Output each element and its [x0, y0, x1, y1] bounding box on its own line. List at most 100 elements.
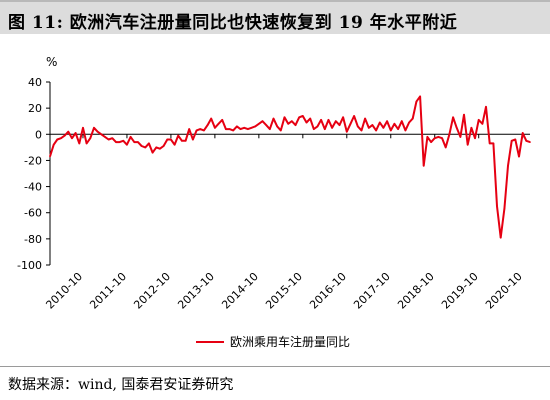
data-point: [503, 208, 506, 210]
data-point: [463, 113, 465, 116]
data-point: [327, 119, 330, 121]
data-point: [397, 128, 399, 130]
data-point: [298, 116, 301, 119]
data-point: [239, 128, 242, 130]
data-point: [404, 129, 407, 132]
data-point: [188, 128, 190, 130]
y-tick-label: -20: [24, 154, 42, 167]
x-tick-label: 2011-10: [87, 270, 129, 312]
data-point: [140, 145, 143, 147]
data-point: [166, 138, 169, 141]
footer-divider: [0, 366, 550, 367]
data-point: [419, 95, 421, 98]
data-point: [430, 141, 432, 143]
x-tick-label: 2014-10: [219, 270, 261, 312]
data-point: [280, 129, 282, 132]
data-point: [283, 116, 286, 119]
data-point: [448, 133, 451, 136]
data-point: [477, 119, 480, 121]
data-point: [71, 137, 73, 139]
data-point: [228, 128, 231, 130]
data-point: [514, 138, 517, 141]
data-point: [107, 138, 110, 141]
data-point: [360, 129, 363, 132]
source-note: 数据来源：wind, 国泰君安证券研究: [8, 377, 234, 393]
data-point: [379, 121, 381, 124]
x-tick-label: 2017-10: [351, 270, 393, 312]
data-point: [368, 127, 370, 129]
x-tick-label: 2012-10: [131, 270, 173, 312]
data-point: [488, 142, 491, 145]
data-point: [115, 141, 117, 143]
figure-title: 图 11: 欧洲汽车注册量同比也快速恢复到 19 年水平附近: [8, 13, 458, 33]
data-point: [422, 164, 425, 167]
data-point: [276, 125, 279, 128]
data-point: [206, 124, 209, 126]
data-point: [525, 140, 528, 142]
data-point: [338, 124, 341, 126]
data-point: [496, 205, 498, 207]
data-point: [195, 129, 198, 132]
data-point: [265, 124, 268, 126]
chart-container: % 40 20 0 -20 -40 -60 -80 -100 2010-10 2011-10 2012…: [0, 40, 550, 362]
data-point: [144, 146, 147, 149]
data-point: [151, 151, 154, 154]
data-point: [302, 115, 304, 117]
data-point: [52, 143, 55, 146]
data-point: [126, 143, 128, 146]
data-point: [313, 128, 315, 130]
data-point: [291, 120, 293, 122]
data-point: [324, 128, 326, 130]
data-point: [364, 117, 366, 120]
y-tick-label: 40: [28, 76, 42, 89]
data-point: [331, 127, 333, 129]
data-point: [499, 236, 502, 239]
data-point: [426, 136, 429, 138]
data-point: [507, 164, 509, 167]
data-point: [258, 123, 260, 125]
x-tick-label: 2013-10: [175, 270, 217, 312]
data-point: [393, 123, 396, 125]
data-point: [247, 128, 249, 130]
data-point: [214, 127, 216, 129]
data-point: [474, 137, 476, 139]
data-point: [221, 119, 223, 121]
data-point: [470, 127, 473, 129]
x-tick-label: 2020-10: [483, 270, 525, 312]
data-point: [129, 136, 132, 138]
y-tick-label: -60: [24, 207, 42, 220]
data-point: [433, 137, 436, 139]
data-point: [78, 142, 81, 145]
data-point: [390, 129, 392, 132]
data-point: [148, 142, 150, 145]
x-tick-label: 2010-10: [43, 270, 85, 312]
data-point: [481, 123, 484, 125]
data-point: [96, 130, 99, 133]
y-tick-label: -40: [24, 181, 42, 194]
y-tick-label: 20: [28, 102, 42, 115]
data-point: [203, 129, 205, 132]
data-point: [335, 120, 337, 122]
data-point: [93, 127, 95, 129]
data-point: [269, 128, 271, 130]
data-point: [529, 141, 531, 143]
y-tick-label: 0: [35, 128, 42, 141]
data-point: [510, 140, 513, 142]
x-tick-label: 2019-10: [439, 270, 481, 312]
y-tick-label: -100: [17, 259, 42, 272]
data-point: [56, 138, 59, 141]
data-point: [173, 143, 176, 146]
data-point: [316, 125, 319, 128]
data-point: [349, 123, 352, 125]
x-tick-label: 2016-10: [307, 270, 349, 312]
data-point: [261, 120, 264, 122]
data-point: [199, 128, 201, 130]
data-point: [63, 134, 66, 137]
data-point: [210, 117, 212, 120]
y-tick-label: -80: [24, 233, 42, 246]
data-point: [243, 127, 245, 129]
data-point: [441, 137, 443, 139]
data-point: [492, 142, 495, 145]
data-point: [122, 140, 125, 142]
